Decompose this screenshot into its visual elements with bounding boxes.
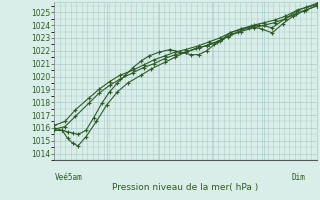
Text: Pression niveau de la mer( hPa ): Pression niveau de la mer( hPa ) <box>112 183 259 192</box>
Text: Veé5am: Veé5am <box>54 173 82 182</box>
Text: Dim: Dim <box>292 173 306 182</box>
